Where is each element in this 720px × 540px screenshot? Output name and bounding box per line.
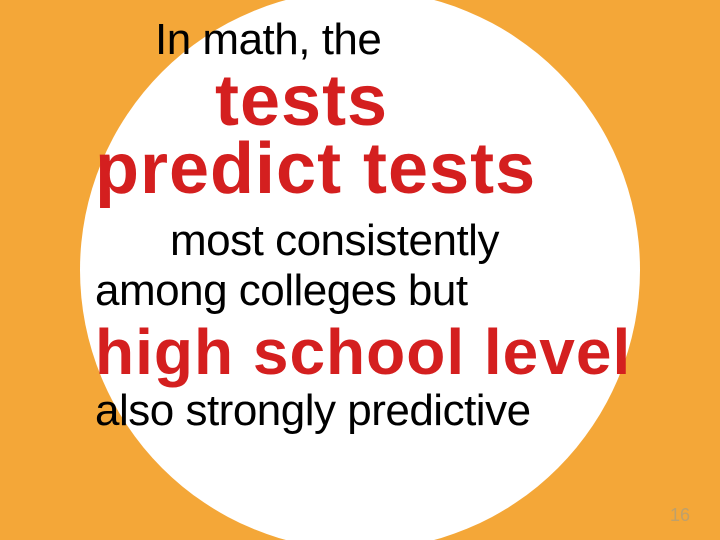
emphasis-line-2: predict tests: [95, 135, 700, 203]
emphasis-line-1: tests: [215, 67, 700, 135]
text-line-2: most consistently: [170, 216, 700, 266]
text-line-3: among colleges but: [95, 266, 700, 316]
text-line-4: also strongly predictive: [95, 386, 700, 436]
slide-content: In math, the tests predict tests most co…: [100, 15, 700, 436]
text-line-1: In math, the: [155, 15, 700, 65]
page-number: 16: [670, 505, 690, 526]
emphasis-line-3: high school level: [95, 320, 700, 384]
